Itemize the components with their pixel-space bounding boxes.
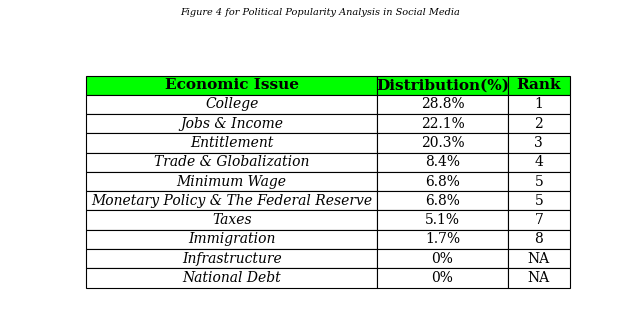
Bar bbox=[508, 249, 570, 268]
Text: College: College bbox=[205, 97, 259, 111]
Text: Economic Issue: Economic Issue bbox=[164, 78, 299, 92]
Text: Rank: Rank bbox=[516, 78, 561, 92]
Bar bbox=[86, 76, 378, 95]
Bar bbox=[86, 95, 378, 114]
Text: Minimum Wage: Minimum Wage bbox=[177, 175, 287, 188]
Bar bbox=[86, 172, 378, 191]
Text: 6.8%: 6.8% bbox=[425, 194, 460, 208]
Text: 0%: 0% bbox=[431, 252, 453, 266]
Text: 2: 2 bbox=[534, 117, 543, 131]
Text: 3: 3 bbox=[534, 136, 543, 150]
Bar bbox=[86, 211, 378, 230]
Text: NA: NA bbox=[528, 252, 550, 266]
Bar bbox=[508, 230, 570, 249]
Bar bbox=[378, 95, 508, 114]
Bar bbox=[378, 133, 508, 153]
Text: 6.8%: 6.8% bbox=[425, 175, 460, 188]
Text: 28.8%: 28.8% bbox=[420, 97, 464, 111]
Bar bbox=[508, 76, 570, 95]
Bar bbox=[378, 230, 508, 249]
Bar bbox=[508, 95, 570, 114]
Bar bbox=[378, 172, 508, 191]
Text: NA: NA bbox=[528, 271, 550, 285]
Text: 22.1%: 22.1% bbox=[420, 117, 465, 131]
Bar bbox=[86, 268, 378, 288]
Bar bbox=[508, 133, 570, 153]
Bar bbox=[508, 211, 570, 230]
Text: Monetary Policy & The Federal Reserve: Monetary Policy & The Federal Reserve bbox=[91, 194, 372, 208]
Text: Entitlement: Entitlement bbox=[190, 136, 273, 150]
Bar bbox=[378, 153, 508, 172]
Bar bbox=[378, 114, 508, 133]
Text: 7: 7 bbox=[534, 213, 543, 227]
Text: Infrastructure: Infrastructure bbox=[182, 252, 282, 266]
Bar bbox=[378, 249, 508, 268]
Bar bbox=[86, 114, 378, 133]
Text: 0%: 0% bbox=[431, 271, 453, 285]
Text: 5.1%: 5.1% bbox=[425, 213, 460, 227]
Bar bbox=[508, 268, 570, 288]
Bar bbox=[378, 76, 508, 95]
Text: 1: 1 bbox=[534, 97, 543, 111]
Text: Immigration: Immigration bbox=[188, 232, 275, 246]
Bar bbox=[378, 191, 508, 211]
Bar bbox=[86, 191, 378, 211]
Text: Taxes: Taxes bbox=[212, 213, 252, 227]
Text: Figure 4 for Political Popularity Analysis in Social Media: Figure 4 for Political Popularity Analys… bbox=[180, 8, 460, 17]
Text: 5: 5 bbox=[534, 175, 543, 188]
Bar bbox=[86, 133, 378, 153]
Bar bbox=[86, 249, 378, 268]
Text: 4: 4 bbox=[534, 155, 543, 169]
Text: Trade & Globalization: Trade & Globalization bbox=[154, 155, 309, 169]
Bar bbox=[86, 230, 378, 249]
Bar bbox=[508, 153, 570, 172]
Text: 20.3%: 20.3% bbox=[420, 136, 464, 150]
Text: Distribution(%): Distribution(%) bbox=[376, 78, 509, 92]
Text: Jobs & Income: Jobs & Income bbox=[180, 117, 283, 131]
Text: 8.4%: 8.4% bbox=[425, 155, 460, 169]
Text: National Debt: National Debt bbox=[182, 271, 281, 285]
Bar bbox=[508, 172, 570, 191]
Bar bbox=[86, 153, 378, 172]
Bar bbox=[378, 211, 508, 230]
Bar bbox=[378, 268, 508, 288]
Text: 1.7%: 1.7% bbox=[425, 232, 460, 246]
Bar bbox=[508, 114, 570, 133]
Text: 5: 5 bbox=[534, 194, 543, 208]
Text: 8: 8 bbox=[534, 232, 543, 246]
Bar bbox=[508, 191, 570, 211]
